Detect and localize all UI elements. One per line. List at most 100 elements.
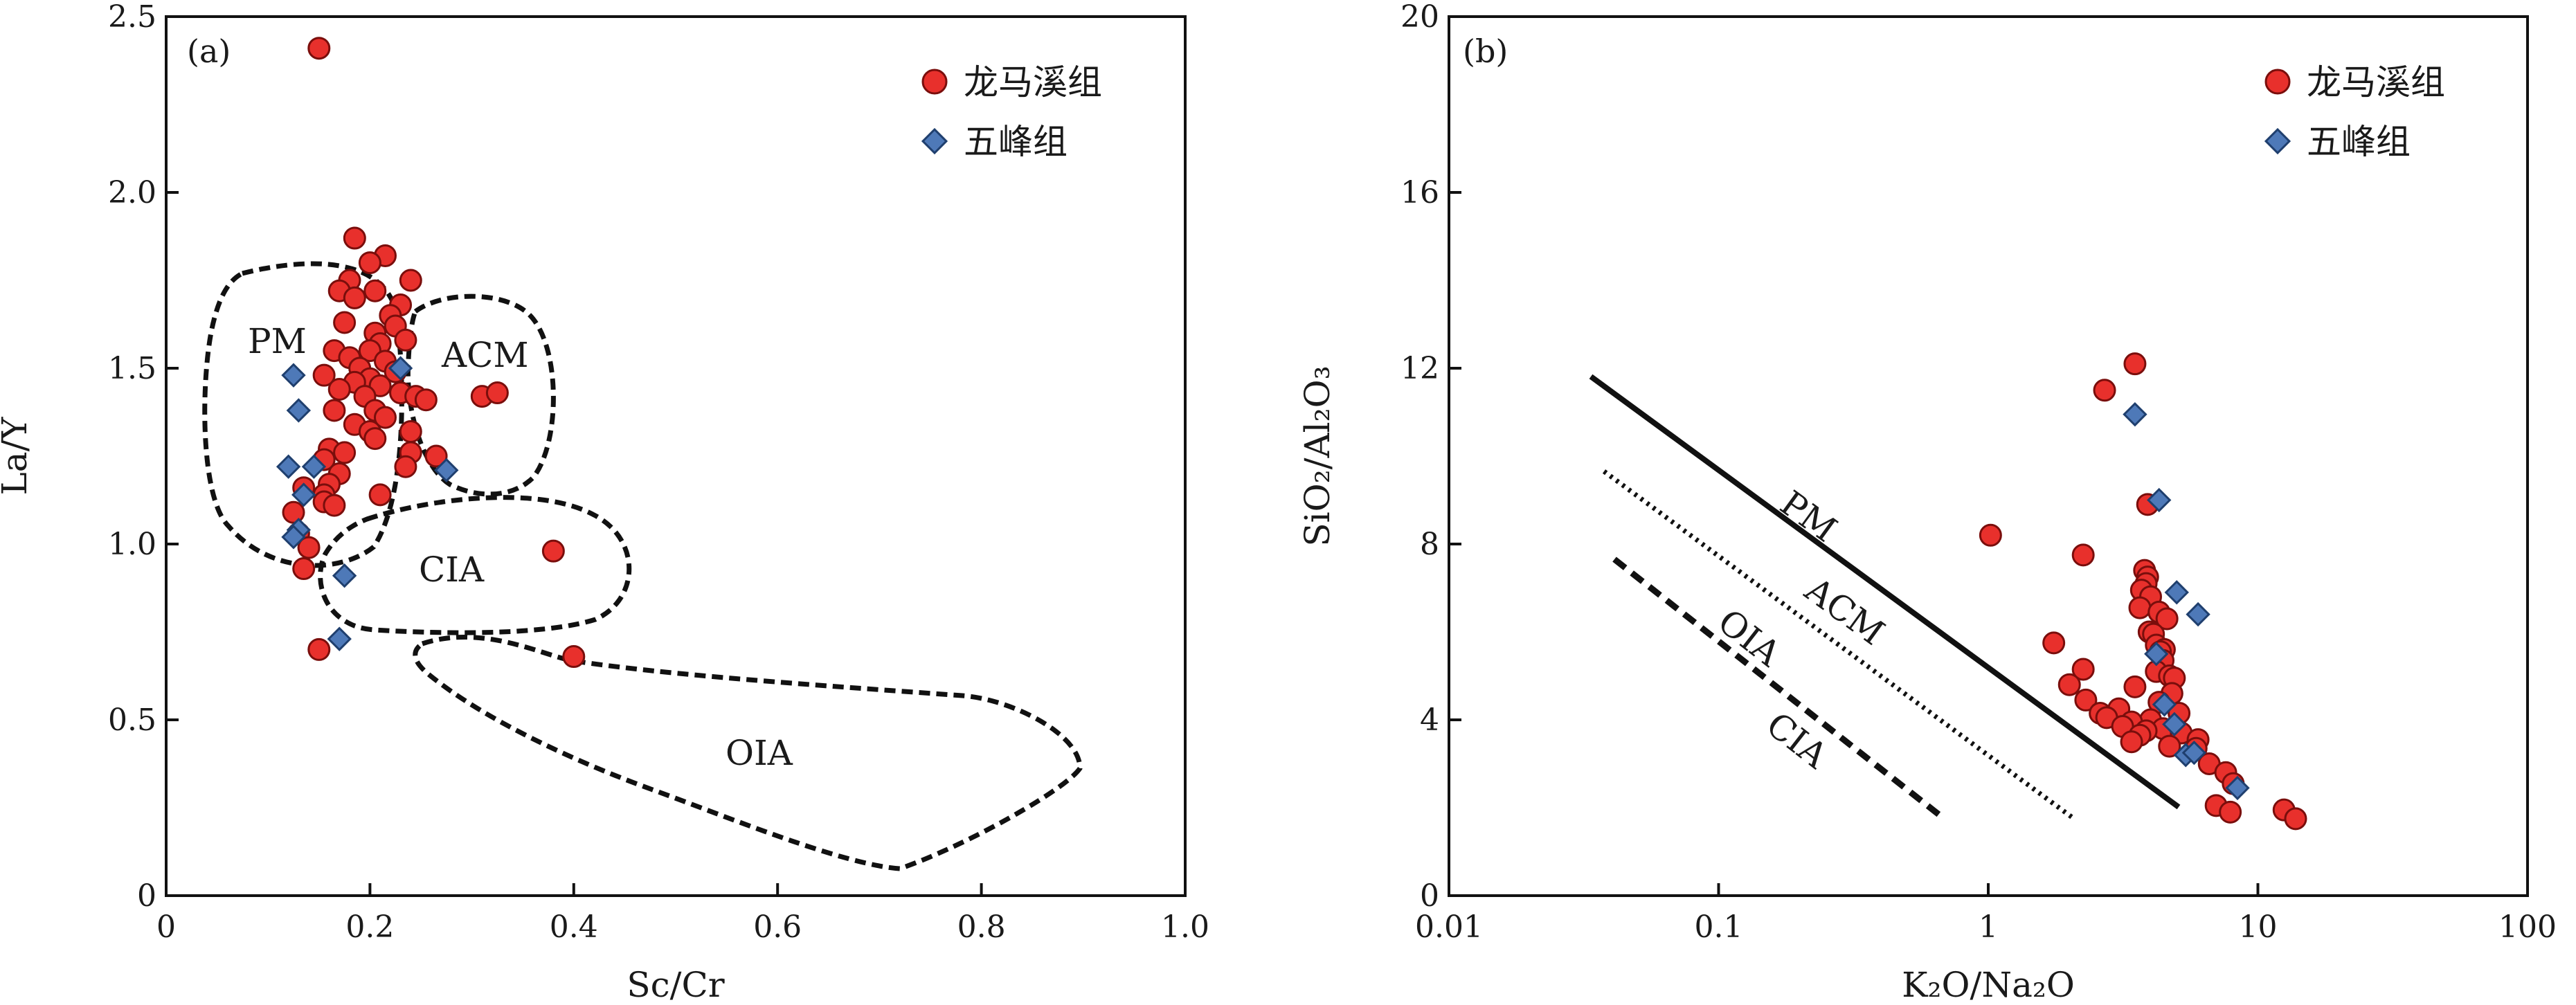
panel-a-point-wufeng bbox=[281, 525, 306, 550]
panel-b-tag: (b) bbox=[1463, 33, 1508, 70]
panel-a-x-tick-label: 0.2 bbox=[345, 909, 394, 945]
panel-a-y-tick-label: 1.5 bbox=[108, 351, 156, 386]
panel-b-point-longmaxi bbox=[2042, 631, 2066, 655]
panel-a-y-tick-label: 2.5 bbox=[108, 0, 156, 35]
panel-b-ticks: 0.01 0.1 1 10 100 0 4 8 12 16 20 bbox=[1400, 0, 2557, 945]
panel-b-point-wufeng bbox=[2186, 601, 2210, 627]
panel-b-point-longmaxi bbox=[1979, 523, 2002, 547]
panel-b-point-wufeng bbox=[2225, 775, 2250, 801]
panel-b-point-longmaxi bbox=[2120, 730, 2143, 754]
panel-a-point-longmaxi bbox=[394, 455, 417, 478]
panel-a-point-wufeng bbox=[281, 363, 306, 388]
boundary-label-pm: PM bbox=[1773, 483, 1844, 550]
panel-b-x-tick-label: 100 bbox=[2498, 909, 2557, 945]
panel-b-point-wufeng bbox=[2144, 642, 2169, 667]
panel-b-point-wufeng bbox=[2181, 740, 2207, 766]
panel-b-legend-label-1: 五峰组 bbox=[2307, 122, 2411, 162]
panel-b-point-longmaxi bbox=[2155, 607, 2179, 631]
panel-b-point-wufeng bbox=[2123, 401, 2147, 427]
panel-b-point-wufeng bbox=[2152, 692, 2177, 717]
panel-a-point-longmaxi bbox=[333, 311, 357, 334]
panel-a-point-wufeng bbox=[327, 626, 352, 651]
panel-a-point-longmaxi bbox=[297, 536, 321, 559]
field-pm-outline bbox=[202, 261, 404, 568]
panel-a-ticks: 0 0.2 0.4 0.6 0.8 1.0 0 0.5 1.0 1.5 2.0 2.5 bbox=[108, 0, 1209, 945]
panel-b-y-tick-label: 20 bbox=[1400, 0, 1439, 35]
panel-b-points bbox=[1979, 352, 2307, 831]
boundary-line-oia bbox=[1612, 556, 1945, 820]
panel-a-point-longmaxi bbox=[323, 494, 346, 517]
panel-a-point-longmaxi bbox=[399, 269, 422, 292]
panel-a-point-longmaxi bbox=[363, 279, 387, 302]
field-pm-label: PM bbox=[248, 321, 307, 361]
panel-a-point-wufeng bbox=[276, 454, 301, 479]
boundary-label-cia: CIA bbox=[1759, 705, 1836, 777]
panel-a-point-longmaxi bbox=[282, 500, 305, 524]
panel-b-point-longmaxi bbox=[2057, 673, 2081, 696]
panel-b-y-tick-label: 12 bbox=[1400, 351, 1439, 386]
panel-a-point-wufeng bbox=[291, 482, 316, 507]
panel-b-y-tick-label: 8 bbox=[1420, 527, 1439, 562]
panel-b-point-wufeng bbox=[2162, 712, 2187, 737]
panel-b: (b) PM ACM OIA CIA 0.01 0.1 1 10 100 0 4 8 12 16 2… bbox=[1297, 0, 2557, 1005]
panel-a-points bbox=[276, 37, 586, 669]
field-oia-outline bbox=[413, 635, 1083, 871]
panel-a-point-longmaxi bbox=[312, 363, 336, 387]
panel-a-legend-label-0: 龙马溪组 bbox=[964, 62, 1102, 102]
panel-a-point-longmaxi bbox=[373, 406, 397, 429]
panel-b-point-longmaxi bbox=[2128, 596, 2152, 619]
panel-a-point-longmaxi bbox=[485, 381, 509, 405]
field-acm-label: ACM bbox=[441, 335, 529, 375]
panel-b-point-longmaxi bbox=[2123, 352, 2147, 376]
panel-b-point-wufeng bbox=[2147, 487, 2172, 513]
field-cia-outline bbox=[318, 495, 632, 635]
panel-a-y-tick-label: 1.0 bbox=[108, 527, 156, 562]
panel-b-point-longmaxi bbox=[2093, 379, 2116, 402]
panel-a-xlabel: Sc/Cr bbox=[627, 965, 724, 1005]
panel-b-point-longmaxi bbox=[2219, 800, 2242, 824]
panel-a-y-tick-label: 0.5 bbox=[108, 703, 156, 738]
panel-a-y-tick-label: 0 bbox=[137, 878, 156, 914]
panel-b-x-tick-label: 10 bbox=[2239, 909, 2278, 945]
panel-a-point-longmaxi bbox=[343, 286, 366, 309]
panel-a-legend-diamond-marker bbox=[921, 127, 948, 155]
field-oia-label: OIA bbox=[726, 733, 793, 773]
panel-a-point-wufeng bbox=[332, 563, 357, 588]
panel-b-point-longmaxi bbox=[2158, 734, 2181, 758]
panel-a-frame bbox=[165, 15, 1187, 897]
panel-a-point-wufeng bbox=[286, 398, 312, 423]
panel-b-legend: 龙马溪组 五峰组 bbox=[2264, 62, 2445, 162]
panel-a-x-tick-label: 1.0 bbox=[1161, 909, 1209, 945]
panel-a-point-longmaxi bbox=[292, 557, 316, 581]
panel-a-x-tick-label: 0 bbox=[156, 909, 176, 945]
panel-a-point-wufeng bbox=[388, 356, 413, 381]
panel-b-x-tick-label: 0.1 bbox=[1695, 909, 1743, 945]
panel-b-y-tick-label: 0 bbox=[1420, 878, 1439, 914]
panel-b-y-tick-label: 16 bbox=[1400, 175, 1439, 210]
panel-b-point-longmaxi bbox=[2071, 658, 2095, 681]
panel-a-point-longmaxi bbox=[323, 399, 346, 422]
panel-a-point-longmaxi bbox=[327, 377, 351, 401]
panel-a-point-longmaxi bbox=[358, 339, 381, 363]
panel-b-legend-circle-marker bbox=[2264, 69, 2291, 95]
panel-a-point-longmaxi bbox=[307, 637, 331, 661]
panel-b-x-tick-label: 0.01 bbox=[1415, 909, 1483, 945]
boundary-label-oia: OIA bbox=[1711, 601, 1789, 675]
panel-b-point-longmaxi bbox=[2074, 688, 2098, 712]
panel-b-legend-diamond-marker bbox=[2264, 127, 2291, 155]
panel-b-xlabel: K₂O/Na₂O bbox=[1902, 965, 2075, 1005]
panel-a-point-longmaxi bbox=[414, 388, 438, 412]
panel-a-legend-label-1: 五峰组 bbox=[964, 122, 1068, 162]
panel-a: (a) PM ACM CIA OIA 0 0.2 0.4 0.6 0.8 1.0 0 0.5 1… bbox=[0, 0, 1209, 1005]
panel-b-point-wufeng bbox=[2164, 580, 2189, 605]
panel-a-point-wufeng bbox=[301, 454, 327, 479]
panel-a-legend: 龙马溪组 五峰组 bbox=[921, 62, 1102, 162]
panel-b-point-longmaxi bbox=[2071, 543, 2095, 567]
panel-a-x-tick-label: 0.4 bbox=[550, 909, 598, 945]
panel-a-point-wufeng bbox=[434, 458, 459, 482]
panel-a-point-longmaxi bbox=[343, 226, 366, 250]
panel-a-tag: (a) bbox=[187, 33, 231, 70]
panel-a-legend-circle-marker bbox=[921, 69, 948, 95]
panel-a-point-longmaxi bbox=[368, 374, 392, 397]
